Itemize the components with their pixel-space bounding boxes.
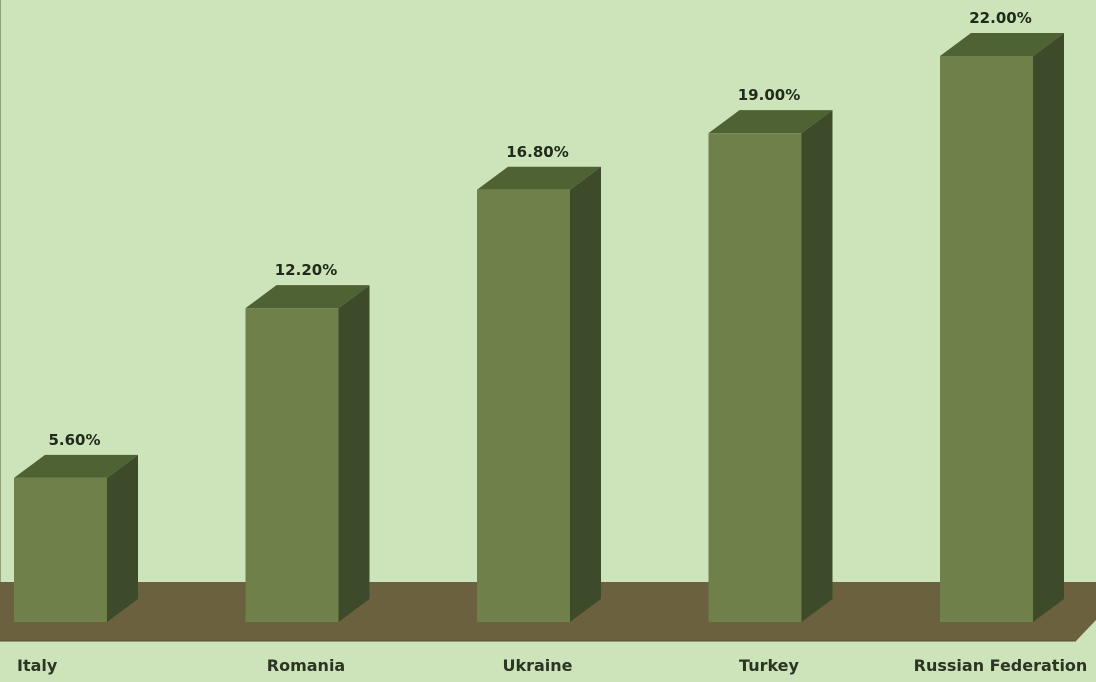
bar-top-face — [708, 110, 833, 134]
bar-front-face — [708, 133, 802, 622]
bar-front-face — [14, 477, 107, 622]
category-label: Romania — [267, 656, 345, 675]
bar-front-face — [940, 56, 1033, 622]
category-label: Turkey — [739, 656, 800, 675]
data-label: 12.20% — [275, 261, 337, 279]
bar-side-face — [570, 166, 601, 623]
bar-top-face — [245, 285, 370, 309]
data-label: 16.80% — [506, 143, 568, 161]
bar-top-face — [940, 33, 1064, 56]
bar-top-face — [14, 454, 138, 478]
data-label: 5.60% — [48, 431, 100, 449]
bar-side-face — [1033, 33, 1064, 622]
category-label: Italy — [17, 656, 58, 675]
bar-side-face — [338, 285, 370, 622]
bar-5 — [940, 33, 1064, 622]
bar-front-face — [477, 189, 570, 623]
bar-top-face — [477, 166, 601, 190]
category-label: Russian Federation — [914, 656, 1088, 675]
bar-3 — [477, 166, 601, 623]
bar-4 — [708, 110, 833, 622]
bar-side-face — [801, 110, 833, 622]
data-label: 22.00% — [969, 9, 1031, 27]
bar-1 — [14, 454, 138, 622]
bar-2 — [245, 285, 370, 622]
data-label: 19.00% — [738, 86, 800, 104]
bar-front-face — [245, 308, 339, 622]
bar-side-face — [107, 454, 138, 622]
category-label: Ukraine — [502, 656, 572, 675]
